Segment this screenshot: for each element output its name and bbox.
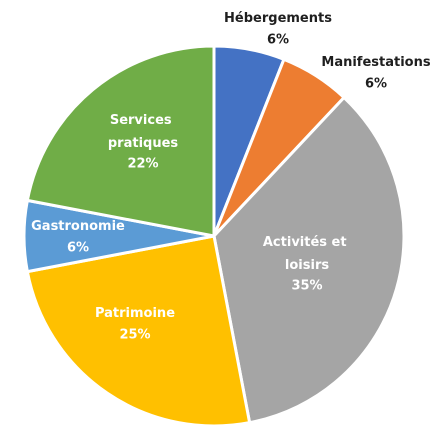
slice-label: Manifestations (321, 55, 430, 70)
slice-label: Services pratiques (108, 113, 179, 151)
pie-slice (25, 44, 216, 238)
label-line: Patrimoine (95, 306, 175, 321)
value-label: 6% (365, 77, 387, 92)
value-label: 6% (267, 33, 289, 48)
label-line: Manifestations (321, 55, 430, 70)
value-label: 25% (119, 328, 150, 343)
value-label: 35% (291, 279, 322, 294)
slice-label: Hébergements (224, 11, 332, 26)
pie-slice (212, 95, 406, 425)
value-label: 22% (127, 157, 158, 172)
label-line: Hébergements (224, 11, 332, 26)
label-line: pratiques (108, 136, 179, 151)
label-line: Services (110, 113, 176, 128)
slice-label: Patrimoine (95, 306, 175, 321)
label-line: loisirs (285, 258, 329, 273)
value-label: 6% (67, 241, 89, 256)
label-line: Gastronomie (31, 219, 125, 234)
slice-label: Activités et loisirs (263, 235, 351, 273)
slice-label: Gastronomie (31, 219, 125, 234)
label-line: Activités et (263, 235, 351, 250)
